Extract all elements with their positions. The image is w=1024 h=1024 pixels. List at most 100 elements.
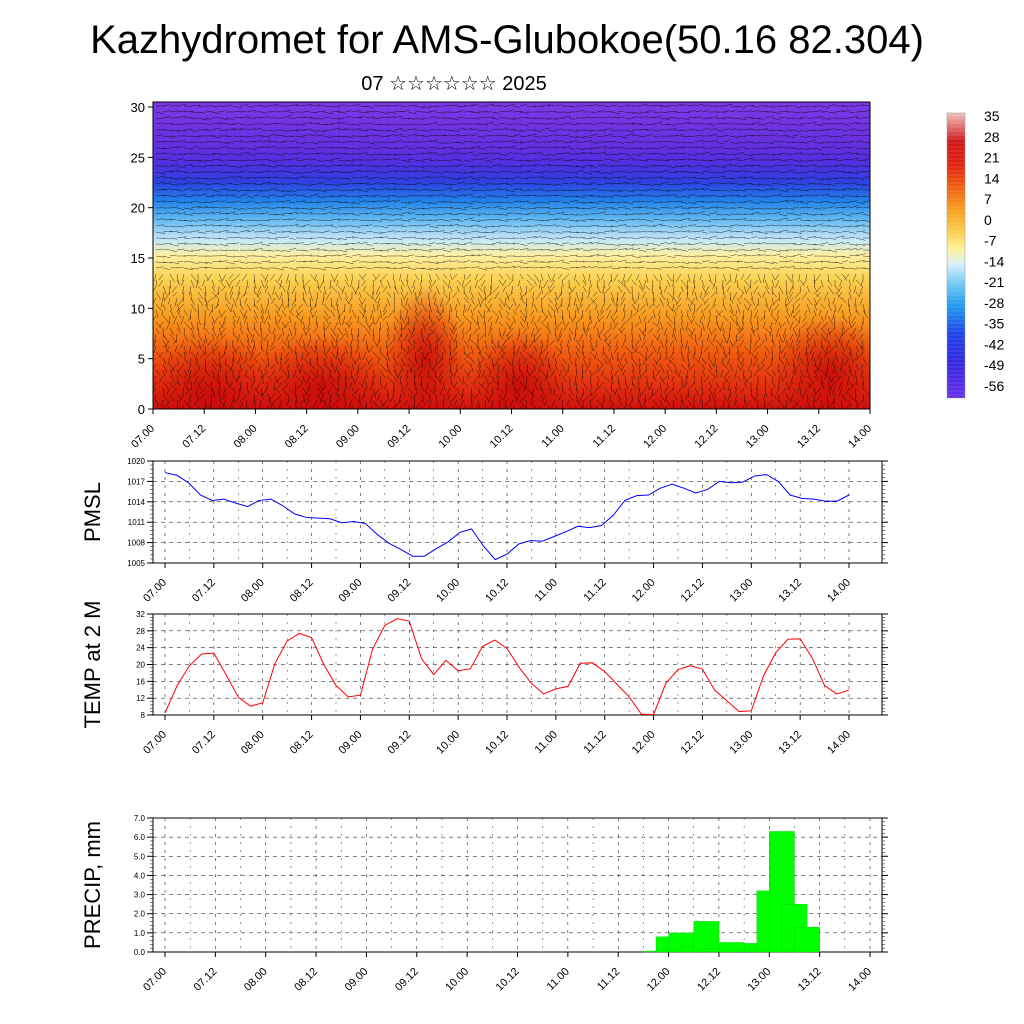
series-line — [164, 472, 850, 561]
x-tick-label: 07.00 — [129, 423, 157, 451]
chart-subtitle: 07 ☆☆☆☆☆☆ 2025 — [361, 73, 547, 95]
x-tick-label: 08.00 — [239, 729, 267, 757]
colorbar-label: -56 — [984, 378, 1004, 394]
x-tick-label: 08.00 — [242, 966, 270, 994]
y-tick-label: 2.0 — [134, 910, 146, 919]
x-tick-label: 11.12 — [581, 577, 608, 604]
temperature-cross-section: 0 5 10 15 20 25 30 07.00 07.12 08.00 08.12 09.00 09.… — [129, 100, 874, 451]
y-tick-label: 20 — [131, 201, 145, 216]
x-tick-label: 14.00 — [846, 423, 874, 451]
x-tick-label: 09.00 — [343, 966, 371, 994]
colorbar: 35 28 21 14 7 0 -7 -14 -21 -28 -35 -42 -49 -56 — [946, 108, 1004, 399]
x-tick-label: 09.12 — [385, 423, 413, 451]
colorbar-label: -35 — [984, 316, 1004, 332]
y-tick-label: 8 — [141, 711, 146, 720]
precip-bar — [693, 921, 720, 953]
colorbar-label: 0 — [984, 212, 992, 228]
colorbar-label: 28 — [984, 129, 1000, 145]
x-tick-label: 10.12 — [494, 966, 522, 994]
precip-bar — [718, 942, 745, 953]
x-tick-label: 14.00 — [846, 966, 874, 994]
y-tick-label: 32 — [136, 610, 145, 619]
x-tick-label: 09.12 — [385, 729, 413, 757]
x-tick-label: 11.12 — [591, 423, 618, 450]
x-tick-label: 12.00 — [630, 729, 658, 757]
x-tick-label: 10.00 — [436, 423, 464, 451]
x-tick-label: 12.12 — [679, 729, 707, 757]
colorbar-label: 21 — [984, 150, 1000, 166]
x-tick-label: 08.12 — [288, 729, 316, 757]
colorbar-label: -28 — [984, 295, 1004, 311]
y-axis-label: TEMP at 2 M — [80, 601, 105, 729]
x-tick-label: 11.00 — [545, 966, 572, 993]
y-tick-label: 1011 — [128, 518, 146, 527]
y-tick-label: 15 — [131, 251, 145, 266]
x-tick-label: 13.12 — [795, 423, 823, 451]
wind-barbs — [153, 103, 870, 409]
y-tick-label: 7.0 — [134, 814, 146, 823]
x-tick-label: 11.00 — [533, 729, 560, 756]
x-tick-label: 09.12 — [385, 577, 413, 605]
x-tick-label: 07.00 — [141, 966, 169, 994]
x-tick-label: 10.12 — [488, 423, 516, 451]
y-axis-label: PMSL — [80, 482, 105, 542]
colorbar-label: 35 — [984, 108, 1000, 124]
x-tick-label: 07.00 — [141, 577, 169, 605]
x-tick-label: 10.00 — [434, 729, 462, 757]
y-tick-label: 25 — [131, 150, 145, 165]
y-axis-label: PRECIP, mm — [80, 821, 105, 949]
x-tick-label: 13.00 — [745, 966, 773, 994]
x-tick-label: 12.00 — [630, 577, 658, 605]
panel-frame — [152, 460, 883, 564]
x-tick-label: 11.12 — [581, 729, 608, 756]
x-tick-label: 13.12 — [776, 729, 804, 757]
precip-panel: 07.00 07.12 08.00 08.12 09.00 09.12 10.00 10.12… — [80, 814, 888, 994]
x-tick-label: 11.00 — [533, 577, 560, 604]
x-tick-label: 10.00 — [443, 966, 471, 994]
x-tick-label: 07.00 — [141, 729, 169, 757]
x-tick-label: 11.00 — [539, 423, 566, 450]
x-tick-label: 12.12 — [695, 966, 723, 994]
y-tick-label: 3.0 — [134, 891, 146, 900]
pmsl-panel: 07.00 07.12 08.00 08.12 09.00 09.12 10.00 10.12… — [80, 457, 888, 605]
y-tick-label: 1020 — [127, 457, 145, 466]
y-tick-label: 1005 — [127, 559, 145, 568]
x-tick-label: 11.12 — [595, 966, 622, 993]
precip-bar — [794, 926, 820, 953]
y-tick-label: 4.0 — [134, 871, 146, 880]
x-tick-label: 07.12 — [190, 577, 218, 605]
x-tick-label: 10.00 — [434, 577, 462, 605]
x-tick-label: 10.12 — [483, 729, 511, 757]
x-tick-label: 12.12 — [693, 423, 721, 451]
x-tick-label: 14.00 — [825, 729, 853, 757]
y-tick-label: 1008 — [127, 539, 145, 548]
y-tick-label: 1.0 — [134, 929, 146, 938]
warm-cores — [153, 103, 870, 409]
colorbar-label: 7 — [984, 191, 992, 207]
x-tick-label: 09.00 — [337, 577, 365, 605]
x-tick-label: 12.00 — [645, 966, 673, 994]
x-tick-label: 09.12 — [393, 966, 421, 994]
x-tick-label: 13.00 — [727, 577, 755, 605]
chart-title: Kazhydromet for AMS-Glubokoe(50.16 82.30… — [90, 18, 924, 62]
x-tick-label: 13.12 — [776, 577, 804, 605]
y-tick-label: 6.0 — [134, 833, 146, 842]
y-tick-label: 0 — [138, 402, 145, 417]
colorbar-label: 14 — [984, 170, 1000, 186]
x-tick-label: 13.00 — [744, 423, 772, 451]
x-tick-label: 08.12 — [288, 577, 316, 605]
x-tick-label: 13.12 — [796, 966, 824, 994]
x-tick-label: 12.00 — [641, 423, 669, 451]
y-tick-label: 1017 — [127, 477, 145, 486]
y-tick-label: 1014 — [127, 498, 145, 507]
y-tick-label: 5.0 — [134, 852, 146, 861]
y-tick-label: 16 — [136, 677, 145, 686]
x-tick-label: 08.00 — [232, 423, 260, 451]
x-tick-label: 08.12 — [292, 966, 320, 994]
x-tick-label: 12.12 — [679, 577, 707, 605]
temp2m-panel: 07.00 07.12 08.00 08.12 09.00 09.12 10.00 10.12… — [80, 601, 888, 757]
colorbar-label: -49 — [984, 357, 1004, 373]
y-tick-label: 24 — [136, 644, 145, 653]
x-tick-label: 09.00 — [337, 729, 365, 757]
